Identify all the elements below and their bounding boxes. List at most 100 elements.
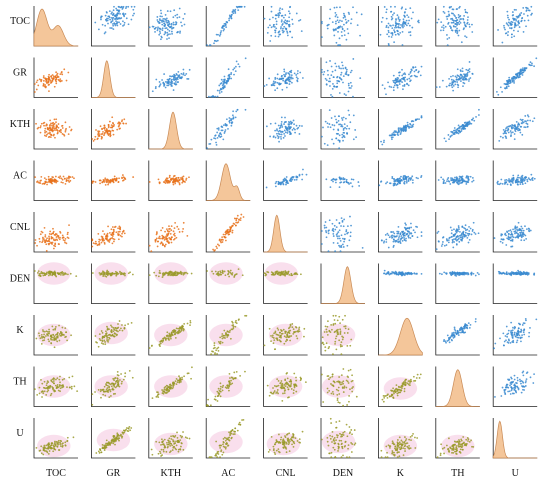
scatter-point xyxy=(169,75,171,77)
scatter-point xyxy=(231,121,234,124)
scatter-point xyxy=(274,31,277,34)
scatter-point xyxy=(161,19,164,22)
scatter-point xyxy=(498,272,501,275)
scatter-point xyxy=(110,328,113,331)
scatter-point xyxy=(466,72,468,75)
scatter-point xyxy=(235,219,238,222)
scatter-point xyxy=(110,12,113,15)
scatter-point xyxy=(295,178,298,181)
scatter-point xyxy=(397,16,400,19)
scatter-point xyxy=(517,174,520,177)
scatter-point xyxy=(516,176,519,179)
scatter-point xyxy=(282,328,285,331)
scatter-point xyxy=(285,86,288,89)
scatter-point xyxy=(219,31,222,34)
scatter-point xyxy=(170,30,173,33)
scatter-point xyxy=(283,129,286,132)
scatter-point xyxy=(52,179,55,182)
scatter-point xyxy=(393,29,395,31)
scatter-point xyxy=(168,21,170,23)
panel-axes xyxy=(205,109,251,150)
scatter-point xyxy=(414,231,416,234)
scatter-point xyxy=(405,126,408,129)
scatter-point xyxy=(116,128,119,131)
scatter-point xyxy=(47,77,50,80)
scatter-point xyxy=(231,231,234,234)
scatter-point xyxy=(173,9,176,12)
scatter-point xyxy=(283,272,286,275)
scatter-point xyxy=(509,273,512,275)
scatter-point xyxy=(178,7,181,10)
scatter-point xyxy=(277,35,280,38)
scatter-point xyxy=(403,11,406,14)
scatter-point xyxy=(63,177,66,180)
scatter-point xyxy=(515,273,518,276)
scatter-point xyxy=(514,228,516,230)
scatter-point xyxy=(453,178,455,181)
scatter-point xyxy=(178,183,181,186)
scatter-point xyxy=(56,239,59,241)
scatter-point xyxy=(60,177,63,180)
scatter-point xyxy=(170,337,172,340)
scatter-point xyxy=(391,13,394,16)
scatter-point xyxy=(509,233,512,236)
scatter-point xyxy=(176,78,179,81)
scatter-point xyxy=(504,32,507,35)
scatter-point xyxy=(335,118,337,121)
scatter-point xyxy=(521,17,523,20)
scatter-point xyxy=(265,84,268,86)
scatter-point xyxy=(342,12,345,15)
scatter-point xyxy=(385,24,388,27)
scatter-point xyxy=(41,183,44,185)
scatter-point xyxy=(398,33,400,36)
scatter-point xyxy=(165,17,168,20)
scatter-point xyxy=(185,179,187,181)
scatter-point xyxy=(337,119,340,122)
scatter-point xyxy=(160,35,163,38)
scatter-point xyxy=(280,330,283,332)
scatter-point xyxy=(220,241,222,244)
scatter-point xyxy=(352,6,354,9)
scatter-point xyxy=(48,238,51,241)
scatter-point xyxy=(387,81,389,84)
scatter-point xyxy=(298,124,301,127)
scatter-point xyxy=(497,29,499,31)
scatter-point xyxy=(520,20,523,23)
scatter-point xyxy=(289,30,292,33)
scatter-point xyxy=(326,122,329,125)
scatter-point xyxy=(443,12,446,14)
scatter-point xyxy=(404,228,407,231)
scatter-point xyxy=(123,21,126,24)
scatter-point xyxy=(95,129,97,131)
scatter-point xyxy=(445,273,448,275)
scatter-point xyxy=(238,5,241,8)
scatter-point xyxy=(296,337,299,340)
scatter-point xyxy=(168,176,171,179)
scatter-point xyxy=(325,328,328,331)
scatter-point xyxy=(111,18,114,21)
scatter-point xyxy=(178,182,181,184)
scatter-point xyxy=(336,319,339,322)
scatter-point xyxy=(64,327,67,329)
scatter-point xyxy=(223,22,226,25)
scatter-point xyxy=(131,273,134,276)
scatter-point xyxy=(101,236,104,238)
scatter-point xyxy=(385,8,388,11)
scatter-point xyxy=(111,232,114,235)
scatter-point xyxy=(97,28,100,31)
scatter-point xyxy=(279,83,282,86)
scatter-point xyxy=(305,173,308,176)
scatter-point xyxy=(468,68,471,70)
scatter-point xyxy=(47,338,50,341)
scatter-point xyxy=(166,337,168,340)
scatter-point xyxy=(393,134,396,137)
scatter-point xyxy=(347,84,350,87)
scatter-point xyxy=(289,178,292,181)
panel-axes xyxy=(91,212,136,253)
scatter-point xyxy=(233,275,236,277)
scatter-point xyxy=(462,330,465,332)
scatter-point xyxy=(211,350,213,353)
scatter-point xyxy=(55,118,58,121)
scatter-point xyxy=(281,8,284,11)
scatter-point xyxy=(169,271,172,274)
